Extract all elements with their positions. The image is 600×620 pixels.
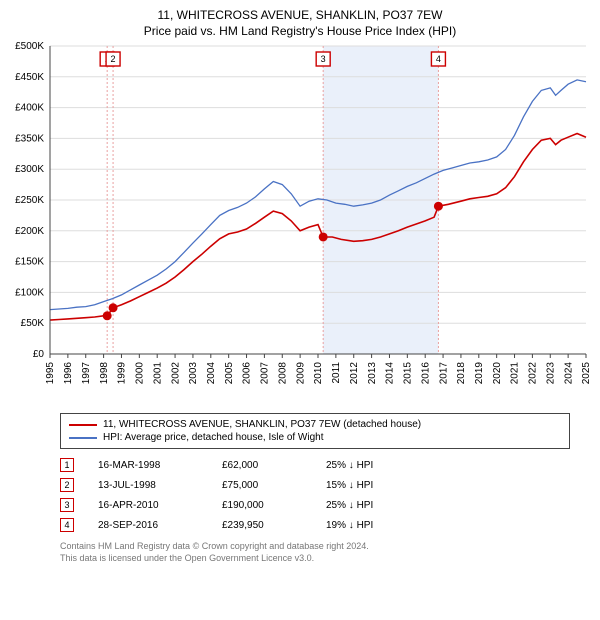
legend: 11, WHITECROSS AVENUE, SHANKLIN, PO37 7E… [60,413,570,449]
y-tick-label: £300K [15,164,44,175]
sale-marker-dot [109,303,118,312]
sales-table: 1 16-MAR-1998 £62,000 25% ↓ HPI 2 13-JUL-1998… [60,455,570,535]
x-tick-label: 2002 [170,362,181,385]
series-hpi [50,80,586,310]
x-tick-label: 2001 [152,362,163,385]
footer-line1: Contains HM Land Registry data © Crown c… [60,541,570,553]
y-tick-label: £500K [15,41,44,52]
x-tick-label: 2008 [277,362,288,385]
y-tick-label: £150K [15,257,44,268]
x-tick-label: 2009 [295,362,306,385]
sales-row-date: 28-SEP-2016 [98,520,198,531]
x-tick-label: 2017 [438,362,449,385]
x-tick-label: 2012 [349,362,360,385]
sales-row-number-box: 3 [60,498,74,512]
title-block: 11, WHITECROSS AVENUE, SHANKLIN, PO37 7E… [0,0,600,40]
sales-row-price: £75,000 [222,480,302,491]
sales-row-date: 16-APR-2010 [98,500,198,511]
title-address: 11, WHITECROSS AVENUE, SHANKLIN, PO37 7E… [10,8,590,22]
x-tick-label: 1996 [63,362,74,385]
sale-marker-dot [319,232,328,241]
x-tick-label: 2006 [242,362,253,385]
sales-row-diff: 25% ↓ HPI [326,460,406,471]
x-tick-label: 1998 [99,362,110,385]
sale-marker-number: 3 [321,54,326,64]
x-tick-label: 2007 [260,362,271,385]
x-tick-label: 2015 [403,362,414,385]
sales-row-diff: 19% ↓ HPI [326,520,406,531]
sale-marker-dot [434,202,443,211]
x-tick-label: 2019 [474,362,485,385]
legend-row: HPI: Average price, detached house, Isle… [69,431,561,444]
legend-label: 11, WHITECROSS AVENUE, SHANKLIN, PO37 7E… [103,419,421,430]
chart-svg: £0 £50K £100K £150K £200K £250K £300K £350K £400… [0,40,600,400]
x-tick-label: 2024 [563,362,574,385]
sales-row-date: 13-JUL-1998 [98,480,198,491]
sales-row-number-box: 1 [60,458,74,472]
title-subtitle: Price paid vs. HM Land Registry's House … [10,24,590,38]
y-tick-label: £250K [15,195,44,206]
sales-row-number-box: 2 [60,478,74,492]
x-tick-label: 2004 [206,362,217,385]
sales-row-price: £239,950 [222,520,302,531]
sale-marker-number: 4 [436,54,441,64]
sales-row-diff: 25% ↓ HPI [326,500,406,511]
x-tick-label: 2000 [135,362,146,385]
y-tick-label: £400K [15,103,44,114]
sale-marker-dot [103,311,112,320]
x-tick-label: 2021 [510,362,521,385]
sales-row: 1 16-MAR-1998 £62,000 25% ↓ HPI [60,455,570,475]
y-tick-label: £450K [15,72,44,83]
x-tick-label: 2025 [581,362,592,385]
sales-row: 2 13-JUL-1998 £75,000 15% ↓ HPI [60,475,570,495]
x-tick-label: 2003 [188,362,199,385]
x-tick-label: 2023 [545,362,556,385]
legend-swatch [69,424,97,426]
x-tick-label: 2011 [331,362,342,384]
y-tick-label: £200K [15,226,44,237]
x-tick-label: 1997 [81,362,92,385]
x-tick-label: 1995 [45,362,56,385]
sales-row-number-box: 4 [60,518,74,532]
y-tick-label: £50K [21,318,45,329]
sales-row: 4 28-SEP-2016 £239,950 19% ↓ HPI [60,515,570,535]
x-tick-label: 2014 [385,362,396,385]
chart-container: 11, WHITECROSS AVENUE, SHANKLIN, PO37 7E… [0,0,600,564]
y-tick-label: £100K [15,287,44,298]
sales-row-diff: 15% ↓ HPI [326,480,406,491]
legend-label: HPI: Average price, detached house, Isle… [103,432,324,443]
chart-area: £0 £50K £100K £150K £200K £250K £300K £350K £400… [0,40,600,405]
x-tick-label: 2010 [313,362,324,385]
x-tick-label: 2016 [420,362,431,385]
legend-row: 11, WHITECROSS AVENUE, SHANKLIN, PO37 7E… [69,418,561,431]
y-tick-label: £0 [33,349,45,360]
sale-marker-number: 2 [111,54,116,64]
sales-row-price: £190,000 [222,500,302,511]
sales-row-date: 16-MAR-1998 [98,460,198,471]
legend-swatch [69,437,97,439]
x-tick-label: 2005 [224,362,235,385]
x-tick-label: 2020 [492,362,503,385]
x-tick-label: 1999 [117,362,128,385]
sales-row: 3 16-APR-2010 £190,000 25% ↓ HPI [60,495,570,515]
y-tick-label: £350K [15,133,44,144]
sales-row-price: £62,000 [222,460,302,471]
x-tick-label: 2018 [456,362,467,385]
x-tick-label: 2022 [528,362,539,385]
footer-line2: This data is licensed under the Open Gov… [60,553,570,565]
x-tick-label: 2013 [367,362,378,385]
footer: Contains HM Land Registry data © Crown c… [60,541,570,564]
